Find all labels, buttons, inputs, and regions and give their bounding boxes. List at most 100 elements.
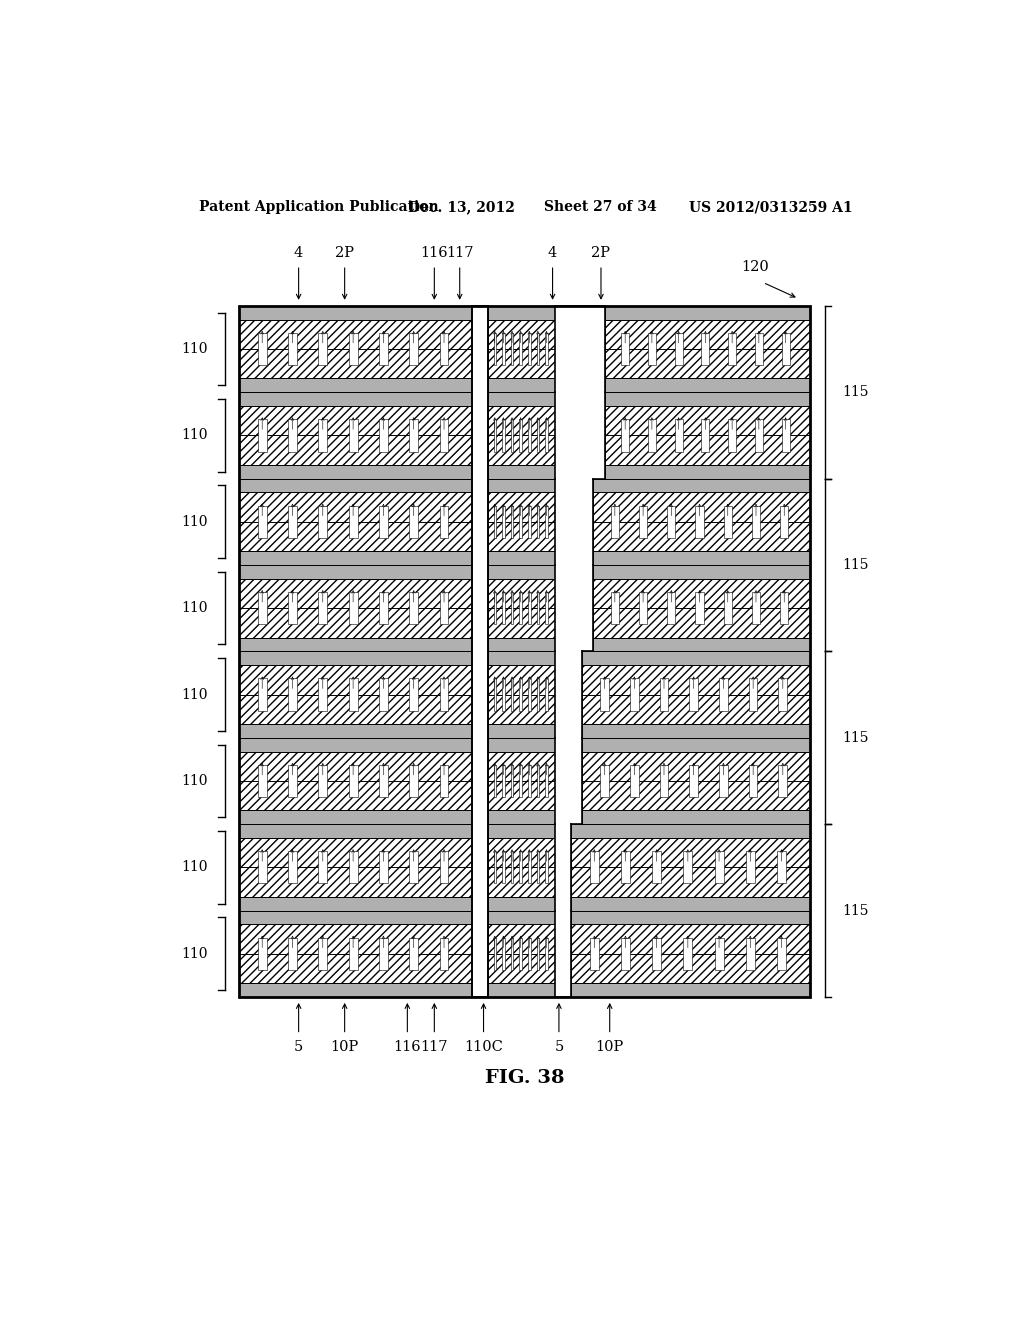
Bar (777, 851, 786, 883)
Bar (379, 678, 388, 710)
Bar (511, 333, 513, 366)
Bar (349, 678, 357, 710)
Bar (240, 319, 472, 379)
Bar (675, 333, 683, 366)
Bar (240, 479, 472, 492)
Bar (724, 506, 732, 539)
Bar (288, 678, 297, 710)
Bar (511, 764, 513, 797)
Bar (715, 851, 724, 883)
Bar (683, 937, 692, 970)
Bar (494, 506, 496, 539)
Bar (258, 851, 266, 883)
Bar (288, 333, 297, 366)
Bar (582, 723, 811, 738)
Bar (488, 810, 555, 824)
Bar (410, 764, 418, 797)
Bar (593, 479, 811, 492)
Bar (502, 764, 505, 797)
Bar (537, 764, 539, 797)
Bar (494, 333, 496, 366)
Bar (494, 420, 496, 451)
Bar (528, 937, 530, 970)
Bar (488, 407, 555, 465)
Text: 115: 115 (842, 385, 868, 399)
Bar (240, 723, 472, 738)
Bar (675, 420, 683, 451)
Text: 120: 120 (741, 260, 769, 275)
Bar (724, 591, 732, 624)
Bar (555, 824, 570, 911)
Bar (488, 319, 555, 379)
Bar (570, 983, 811, 997)
Bar (240, 565, 472, 578)
Text: 110: 110 (181, 342, 207, 356)
Bar (652, 937, 662, 970)
Bar (545, 678, 548, 710)
Bar (519, 851, 522, 883)
Bar (555, 565, 593, 651)
Bar (528, 764, 530, 797)
Bar (488, 479, 555, 492)
Bar (537, 937, 539, 970)
Bar (519, 764, 522, 797)
Bar (439, 937, 449, 970)
Bar (668, 591, 676, 624)
Bar (570, 838, 811, 896)
Bar (240, 838, 472, 896)
Bar (349, 591, 357, 624)
Bar (701, 333, 710, 366)
Bar (621, 851, 630, 883)
Bar (379, 764, 388, 797)
Bar (439, 333, 449, 366)
Bar (648, 333, 655, 366)
Bar (439, 851, 449, 883)
Bar (555, 392, 605, 479)
Bar (600, 764, 609, 797)
Bar (502, 333, 505, 366)
Bar (593, 578, 811, 638)
Bar (240, 578, 472, 638)
Bar (582, 665, 811, 723)
Text: 5: 5 (554, 1040, 563, 1053)
Bar (621, 937, 630, 970)
Bar (240, 392, 472, 407)
Bar (288, 764, 297, 797)
Bar (745, 937, 755, 970)
Bar (659, 678, 669, 710)
Bar (410, 937, 418, 970)
Text: 117: 117 (446, 246, 473, 260)
Bar (590, 851, 599, 883)
Bar (778, 678, 787, 710)
Bar (240, 407, 472, 465)
Bar (410, 678, 418, 710)
Bar (502, 937, 505, 970)
Bar (488, 379, 555, 392)
Bar (519, 420, 522, 451)
Bar (537, 420, 539, 451)
Bar (240, 924, 472, 983)
Bar (593, 638, 811, 651)
Bar (488, 565, 555, 578)
Text: 110: 110 (181, 688, 207, 701)
Bar (545, 333, 548, 366)
Text: 110C: 110C (464, 1040, 503, 1053)
Bar (570, 824, 811, 838)
Bar (240, 651, 472, 665)
Text: 117: 117 (421, 1040, 449, 1053)
Bar (528, 420, 530, 451)
Bar (715, 937, 724, 970)
Text: 2P: 2P (335, 246, 354, 260)
Bar (240, 896, 472, 911)
Bar (570, 924, 811, 983)
Bar (545, 764, 548, 797)
Bar (502, 678, 505, 710)
Text: 4: 4 (548, 246, 557, 260)
Bar (488, 911, 555, 924)
Text: 4: 4 (294, 246, 303, 260)
Bar (240, 306, 472, 319)
Bar (511, 678, 513, 710)
Bar (545, 937, 548, 970)
Bar (494, 764, 496, 797)
Bar (630, 764, 639, 797)
